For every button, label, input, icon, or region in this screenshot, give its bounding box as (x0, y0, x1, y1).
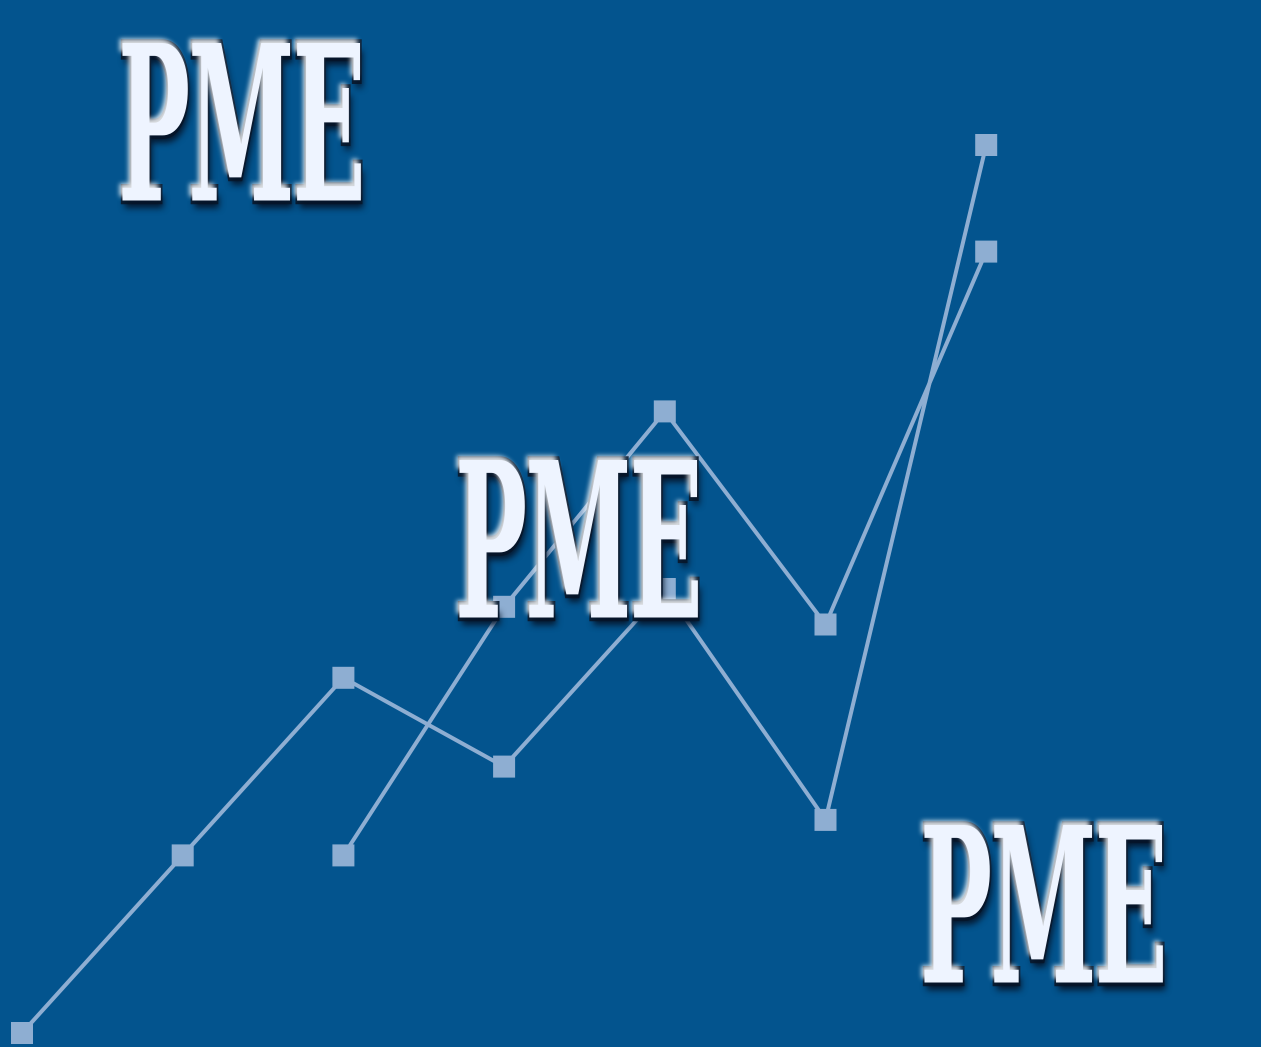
series-1-point-3 (493, 755, 516, 778)
series-1-point-5 (814, 808, 837, 831)
series-1-point-2 (332, 666, 355, 689)
pme-wordmark-middle: PME (453, 415, 704, 670)
series-2-point-2 (332, 844, 355, 867)
series-2-point-4 (653, 400, 676, 423)
series-1-point-0 (11, 1022, 33, 1044)
series-2-point-3 (493, 595, 516, 618)
series-2-point-5 (814, 613, 837, 636)
pme-wordmark-top: PME (116, 0, 367, 253)
series-1-point-1 (171, 844, 194, 867)
series-1-point-6 (975, 134, 998, 156)
series-2-point-6 (975, 240, 998, 263)
series-1-point-4 (653, 578, 676, 600)
pme-wordmark-bottom: PME (918, 780, 1169, 1035)
